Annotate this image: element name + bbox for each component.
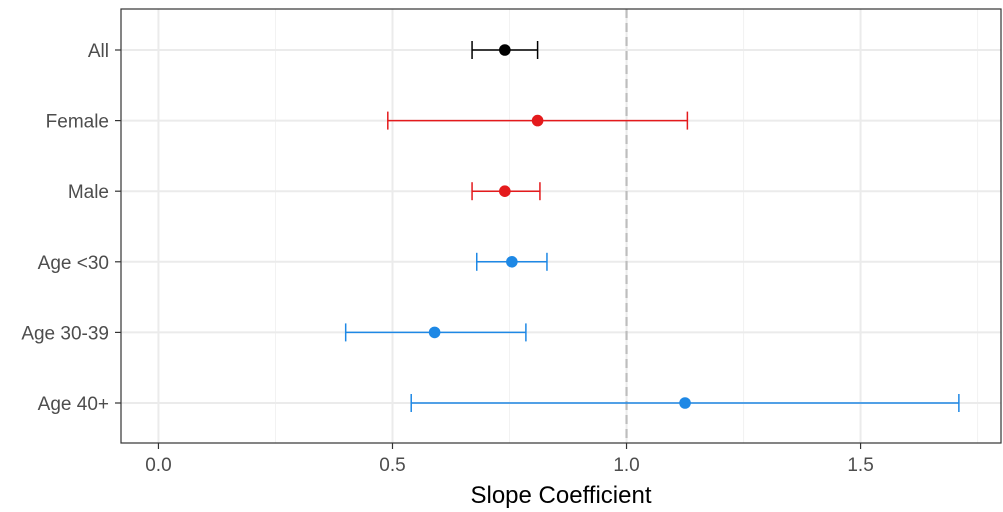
point-group-male [471,182,541,201]
plot-panel-border [120,8,1002,444]
x-tick-label: 0.5 [379,455,405,476]
point-group-female [387,111,689,130]
y-axis: All Female Male Age <30 Age 30-39 Age 40+ [21,41,121,415]
x-tick-label: 1.5 [847,455,873,476]
x-axis-title: Slope Coefficient [470,482,651,509]
y-tick-label: Female [46,112,109,133]
x-axis: 0.0 0.5 1.0 1.5 [145,443,874,476]
y-tick-label: All [88,41,109,62]
y-tick-label: Male [68,182,109,203]
y-tick-label: Age 30-39 [21,323,109,344]
y-tick-label: Age 40+ [38,394,109,415]
point-group-age-30-39 [344,323,527,342]
x-tick-label: 0.0 [145,455,171,476]
point-estimate [531,114,544,127]
y-tick-label: Age <30 [38,253,109,274]
point-group-all [471,41,539,59]
point-estimate [679,397,691,409]
point-estimate [499,185,511,197]
x-tick-label: 1.0 [613,455,639,476]
point-estimate [506,255,518,268]
data-marks [344,41,960,412]
point-estimate [499,44,511,56]
point-group-age-30 [475,252,548,271]
point-group-age-40- [410,394,960,412]
plot-panel-background [121,9,1001,443]
point-estimate [428,326,441,339]
